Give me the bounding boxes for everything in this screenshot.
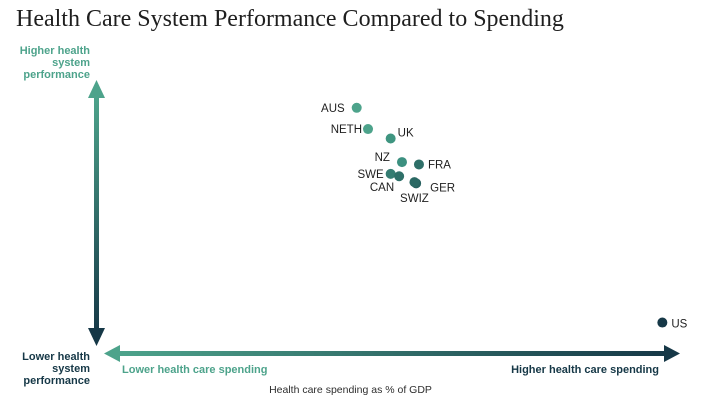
point-label-aus: AUS [321,103,345,115]
y-axis-top-label: Higher health system performance [14,45,90,81]
point-label-can: CAN [370,182,394,194]
point-label-fra: FRA [428,159,451,171]
point-label-swiz: SWIZ [400,193,429,205]
point-swe [385,168,396,179]
y-axis-up-arrowhead [88,80,105,98]
x-axis-left-label: Lower health care spending [122,364,268,376]
x-axis-title: Health care spending as % of GDP [269,384,432,396]
point-label-nz: NZ [375,152,390,164]
point-aus [351,102,362,113]
chart-title: Health Care System Performance Compared … [16,6,564,32]
point-label-uk: UK [398,127,414,139]
y-axis-line [94,96,99,334]
point-label-us: US [671,319,687,331]
point-swiz [409,177,420,188]
y-bottom-label-line: Lower health [22,351,90,363]
point-fra [413,159,424,170]
point-neth [363,124,374,135]
point-label-neth: NETH [331,124,362,136]
point-us [657,317,668,328]
y-top-label-line: Higher health [19,45,90,57]
y-axis-down-arrowhead [88,328,105,346]
x-axis-right-label: Higher health care spending [511,364,659,376]
x-axis-right-arrowhead [664,345,680,362]
y-top-label-line: performance [23,69,90,81]
x-axis-left-arrowhead [104,345,120,362]
point-label-swe: SWE [357,169,384,181]
y-top-label-line: system [52,57,90,69]
x-axis-line [118,351,666,356]
point-uk [385,133,396,144]
point-nz [396,157,407,168]
axes-layer [88,80,680,362]
y-axis-bottom-label: Lower health system performance [14,351,90,387]
y-bottom-label-line: system [52,363,90,375]
y-bottom-label-line: performance [23,375,90,387]
point-can [394,171,405,182]
point-label-ger: GER [430,182,455,194]
